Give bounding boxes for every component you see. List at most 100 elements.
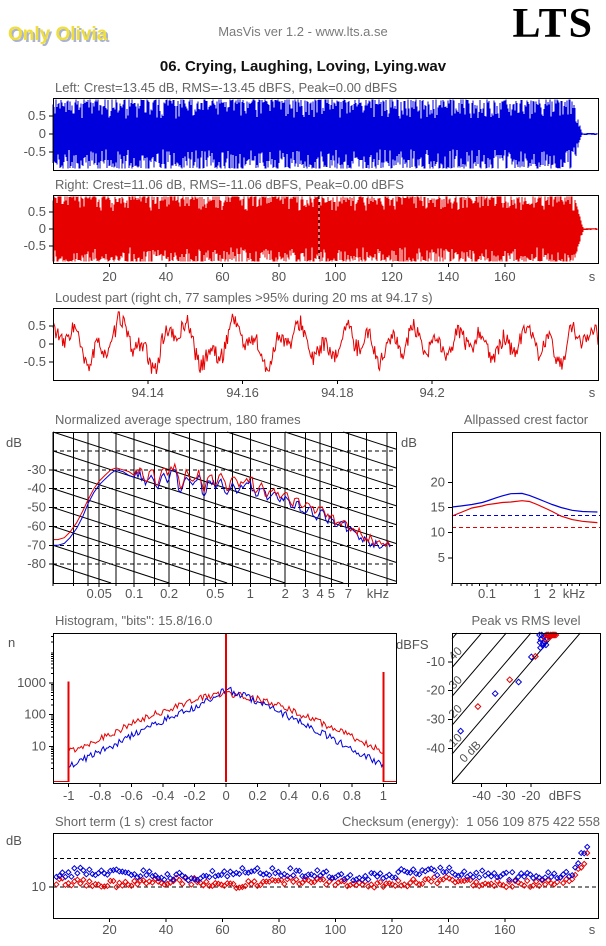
tick-label: 0.2 xyxy=(249,788,267,803)
crest-point-right xyxy=(374,879,381,887)
crest-point-left xyxy=(83,871,90,878)
tick-label: 0.5 xyxy=(28,318,46,333)
tick-label: 5 xyxy=(438,550,445,565)
pvr-point-left xyxy=(491,690,499,698)
tick-label: 94.14 xyxy=(132,385,165,400)
plot-border xyxy=(53,833,599,919)
crest-point-left xyxy=(296,867,303,875)
crest-point-left xyxy=(494,873,501,881)
crest-point-right xyxy=(446,875,453,882)
crest-point-right xyxy=(122,878,129,886)
crest-point-right xyxy=(323,881,330,888)
crest-point-left xyxy=(458,871,465,879)
diagonal-ref-line xyxy=(168,431,397,507)
crest-point-left xyxy=(263,870,270,877)
histogram-y-unit: n xyxy=(8,635,16,650)
crest-contour xyxy=(451,632,507,697)
crest-point-left xyxy=(113,866,120,873)
tick-label: -50 xyxy=(27,500,46,515)
tick-label: 2 xyxy=(549,586,556,601)
histogram-title: Histogram, "bits": 15.8/16.0 xyxy=(55,613,213,628)
crest-point-right xyxy=(371,884,378,891)
crest-point-right xyxy=(131,877,138,885)
crest-point-left xyxy=(335,872,342,879)
pvr-point-right xyxy=(506,676,514,684)
waveform-left xyxy=(52,99,598,169)
crest-point-right xyxy=(548,880,555,887)
diagonal-ref-line xyxy=(52,525,228,584)
crest-point-left xyxy=(203,872,210,880)
tick-label: 60 xyxy=(215,269,229,284)
crest-point-right xyxy=(419,880,426,888)
crest-point-left xyxy=(556,874,564,881)
tick-label: 0.2 xyxy=(160,586,178,601)
watermark: Only Olivia xyxy=(8,24,108,45)
crest-point-right xyxy=(161,881,168,888)
crest-point-right xyxy=(134,880,141,888)
crest-point-right xyxy=(542,881,549,888)
tick-label: 0.5 xyxy=(28,204,46,219)
crest-point-right xyxy=(503,883,510,891)
diagonal-ref-line xyxy=(227,431,397,488)
tick-label: -10 xyxy=(426,654,445,669)
crest-point-left xyxy=(188,874,195,882)
plot-border xyxy=(452,633,601,784)
tick-label: 40 xyxy=(159,922,173,937)
tick-label: 0.8 xyxy=(343,788,361,803)
crest-point-left xyxy=(374,873,381,880)
tick-label: -0.5 xyxy=(24,354,46,369)
tick-label: -0.4 xyxy=(152,788,174,803)
crest-point-right xyxy=(577,864,585,871)
crest-point-left xyxy=(290,872,297,879)
pvr-point-left xyxy=(457,727,465,735)
crest-point-right xyxy=(293,876,300,883)
crest-point-left xyxy=(248,868,255,875)
crest-point-left xyxy=(398,865,405,873)
crest-point-right xyxy=(203,878,210,885)
tick-label: -1 xyxy=(63,788,75,803)
crest-point-left xyxy=(419,866,426,874)
tick-label: 1 xyxy=(380,788,387,803)
tick-label: -0.8 xyxy=(89,788,111,803)
crest-point-left xyxy=(245,869,252,876)
crest-point-left xyxy=(565,872,573,880)
crest-point-left xyxy=(392,874,399,881)
crest-point-right xyxy=(401,881,408,888)
tick-label: 0 xyxy=(39,221,46,236)
right-channel-stats: Right: Crest=11.06 dB, RMS=-11.06 dBFS, … xyxy=(55,177,404,192)
crest-point-right xyxy=(116,879,123,887)
crest-contour xyxy=(451,632,482,668)
crest-point-left xyxy=(542,874,549,881)
tick-label: -20 xyxy=(522,788,541,803)
crest-point-right xyxy=(275,877,282,884)
crest-point-left xyxy=(59,869,66,876)
tick-label: 3 xyxy=(302,586,309,601)
crest-point-right xyxy=(146,878,153,885)
crest-point-right xyxy=(176,876,183,884)
crest-point-left xyxy=(89,870,96,878)
crest-point-right xyxy=(494,877,501,885)
loudest-part-title: Loudest part (right ch, 77 samples >95% … xyxy=(55,290,433,305)
crest-point-right xyxy=(545,877,552,884)
plot-border xyxy=(53,98,599,171)
crest-point-right xyxy=(104,882,111,890)
pvr-point-right xyxy=(541,635,549,643)
tick-label: 15 xyxy=(431,500,445,515)
contour-label: 10 xyxy=(446,730,466,750)
crest-point-left xyxy=(407,869,414,876)
crest-point-left xyxy=(152,872,159,879)
tick-label: -30 xyxy=(27,462,46,477)
crest-point-right xyxy=(101,883,108,890)
crest-point-right xyxy=(452,879,459,886)
crest-point-left xyxy=(431,867,438,874)
crest-point-right xyxy=(368,881,375,888)
crest-point-left xyxy=(179,872,186,879)
crest-point-left xyxy=(347,871,354,879)
crest-point-left xyxy=(574,860,582,867)
crest-point-right xyxy=(392,882,399,889)
allpassed-title: Allpassed crest factor xyxy=(463,412,589,427)
crest-point-right xyxy=(485,881,492,888)
crest-point-right xyxy=(65,880,72,887)
crest-point-left xyxy=(104,871,111,878)
crest-point-right xyxy=(251,878,258,885)
